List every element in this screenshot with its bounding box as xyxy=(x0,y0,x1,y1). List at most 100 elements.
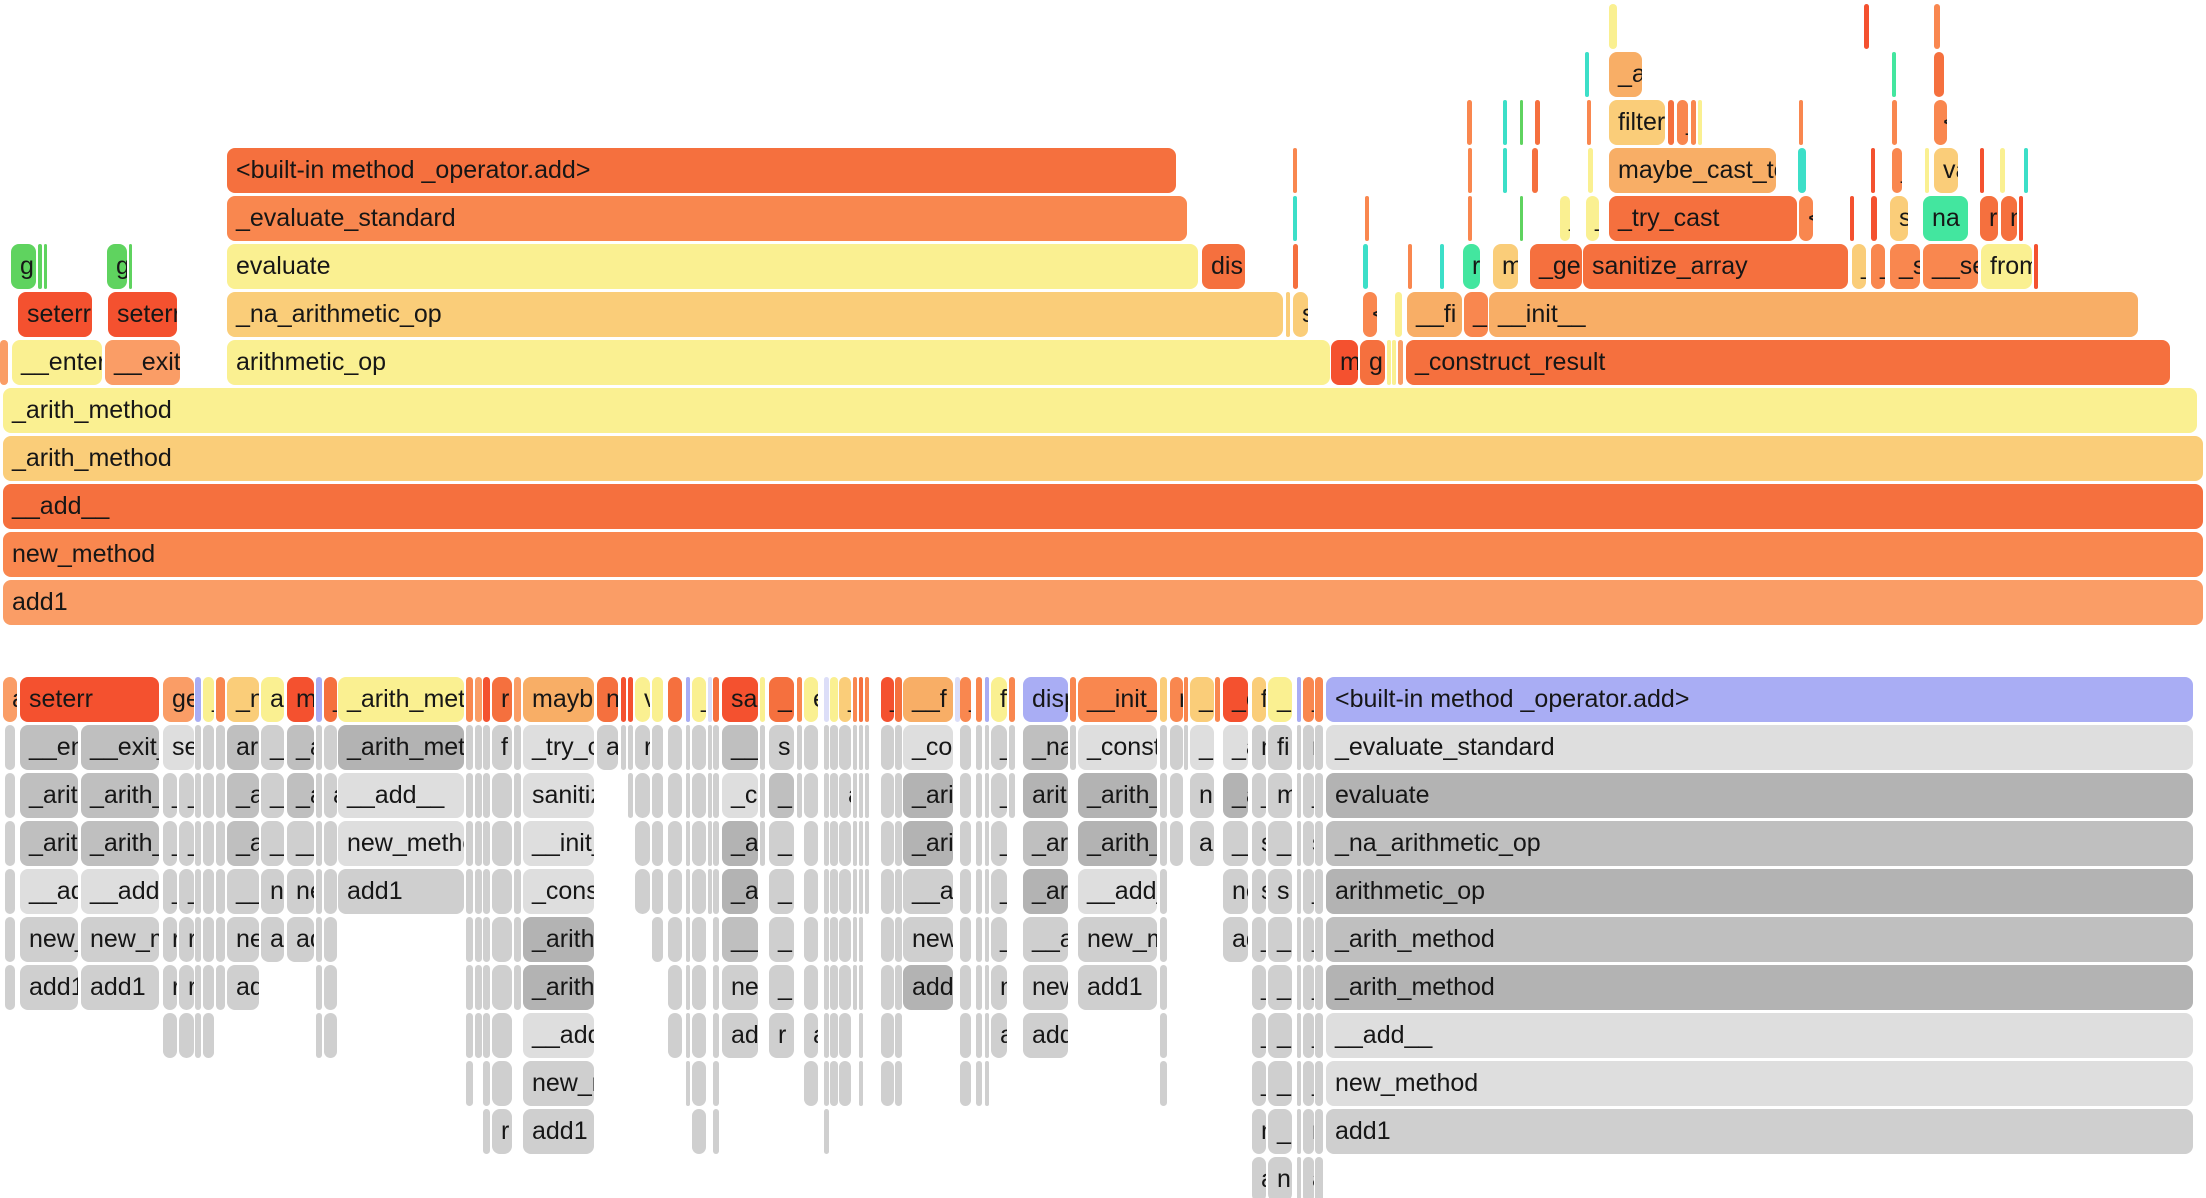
frame-sliver[interactable] xyxy=(960,821,971,866)
frame-disp[interactable]: disp xyxy=(1023,677,1068,722)
frame-sliver[interactable] xyxy=(824,1109,829,1154)
frame-sliver[interactable] xyxy=(203,917,214,962)
frame-sliver[interactable]: _ xyxy=(991,917,1007,962)
frame-sliver[interactable] xyxy=(652,773,663,818)
frame-sliver[interactable] xyxy=(985,869,989,914)
frame-sliver[interactable] xyxy=(203,821,214,866)
frame-add[interactable]: __add__ xyxy=(20,869,78,914)
frame-r[interactable]: r xyxy=(1463,244,1480,289)
frame-maybe-cast-to[interactable]: maybe_cast_to xyxy=(1609,148,1776,193)
frame-sliver[interactable] xyxy=(824,1013,829,1058)
frame-sliver[interactable] xyxy=(881,821,894,866)
frame-sliver[interactable] xyxy=(195,965,201,1010)
frame-sliver[interactable] xyxy=(804,821,818,866)
frame-sliver[interactable] xyxy=(216,869,225,914)
frame-sliver[interactable]: _ xyxy=(179,821,194,866)
frame-sliver[interactable]: _ xyxy=(839,677,851,722)
frame-na-arithmetic-op[interactable]: _na_arithmetic_op xyxy=(1326,821,2193,866)
frame-arith-method[interactable]: _arith_method xyxy=(20,773,78,818)
frame-sliver[interactable] xyxy=(514,773,521,818)
frame-add1[interactable]: add1 xyxy=(81,965,159,1010)
frame-a[interactable]: a xyxy=(3,677,17,722)
frame-arith-method[interactable]: _arith_method xyxy=(722,869,758,914)
frame-sliver[interactable] xyxy=(859,917,863,962)
frame-construct-result[interactable]: _construct_result xyxy=(722,773,758,818)
frame-sliver[interactable] xyxy=(0,340,8,385)
frame-sliver[interactable] xyxy=(692,821,706,866)
frame-seterr[interactable]: seterr xyxy=(18,292,92,337)
frame-sliver[interactable] xyxy=(1799,100,1803,145)
frame-add[interactable]: __add__ xyxy=(523,1013,594,1058)
frame-new-method[interactable]: new_method xyxy=(1223,869,1248,914)
frame-sliver[interactable] xyxy=(686,1061,690,1106)
frame-sliver[interactable] xyxy=(960,917,971,962)
frame-sliver[interactable]: _ xyxy=(1190,725,1214,770)
frame-g[interactable]: g xyxy=(107,244,127,289)
frame-sliver[interactable] xyxy=(483,965,490,1010)
frame-sliver[interactable]: < xyxy=(1934,100,1947,145)
frame-arith-method[interactable]: _arith_method xyxy=(903,773,953,818)
frame-construct-result[interactable]: _construct_result xyxy=(903,725,953,770)
frame-sliver[interactable] xyxy=(797,677,802,722)
frame-sliver[interactable] xyxy=(475,965,482,1010)
frame-sliver[interactable]: _ xyxy=(1303,773,1314,818)
frame-sliver[interactable] xyxy=(203,965,214,1010)
frame-sliver[interactable] xyxy=(635,869,650,914)
frame-arith-method[interactable]: _arith_method xyxy=(523,917,594,962)
frame-r[interactable]: r xyxy=(1980,196,1998,241)
frame-sliver[interactable] xyxy=(492,773,512,818)
frame-add[interactable]: __add__ xyxy=(1326,1013,2193,1058)
frame-new-method[interactable]: new_method xyxy=(1023,965,1068,1010)
frame-s[interactable]: s xyxy=(1252,869,1266,914)
frame-sliver[interactable] xyxy=(324,725,337,770)
frame-exit[interactable]: __exit__ xyxy=(81,725,159,770)
frame-init[interactable]: __init__ xyxy=(722,725,758,770)
frame-sliver[interactable] xyxy=(1668,100,1674,145)
frame-arith-method[interactable]: _arith_method xyxy=(523,965,594,1010)
frame-sliver[interactable] xyxy=(713,773,719,818)
frame-sliver[interactable] xyxy=(1297,725,1301,770)
frame-sliver[interactable] xyxy=(713,965,719,1010)
frame-r[interactable]: r xyxy=(163,965,177,1010)
frame-r[interactable]: r xyxy=(492,677,512,722)
frame-sliver[interactable] xyxy=(960,1061,971,1106)
frame-sliver[interactable] xyxy=(1297,1109,1301,1154)
frame-fi[interactable]: __fi xyxy=(1407,292,1462,337)
frame-sliver[interactable] xyxy=(1980,148,1984,193)
frame-g[interactable]: g xyxy=(1360,340,1385,385)
frame-sliver[interactable] xyxy=(686,965,690,1010)
frame-sliver[interactable] xyxy=(713,1109,719,1154)
frame-sliver[interactable] xyxy=(5,821,15,866)
frame-sliver[interactable] xyxy=(804,917,818,962)
frame-arith-method[interactable]: _arith_method xyxy=(903,821,953,866)
frame-sliver[interactable] xyxy=(475,869,482,914)
frame-se[interactable]: __se xyxy=(1923,244,1978,289)
frame-n[interactable]: n xyxy=(1190,773,1214,818)
frame-sliver[interactable]: _ xyxy=(1303,1013,1314,1058)
frame-sliver[interactable] xyxy=(985,1061,989,1106)
frame-sliver[interactable] xyxy=(708,725,712,770)
frame-sliver[interactable] xyxy=(985,1013,989,1058)
frame-sliver[interactable]: _ xyxy=(1252,965,1266,1010)
frame-sliver[interactable] xyxy=(1520,196,1523,241)
frame-sliver[interactable] xyxy=(1315,725,1323,770)
frame-new-method[interactable]: new_method xyxy=(287,869,314,914)
frame-sliver[interactable] xyxy=(628,725,633,770)
frame-construct-result[interactable]: _construct_result xyxy=(523,869,594,914)
frame-sliver[interactable] xyxy=(195,869,201,914)
frame-sliver[interactable]: _ xyxy=(1852,244,1866,289)
frame-r[interactable]: r xyxy=(769,1013,794,1058)
frame-r[interactable]: r xyxy=(1303,1109,1314,1154)
frame-sliver[interactable] xyxy=(652,869,663,914)
frame-sliver[interactable] xyxy=(853,965,857,1010)
frame-sliver[interactable] xyxy=(1009,725,1015,770)
frame-sliver[interactable] xyxy=(686,917,690,962)
frame-sliver[interactable] xyxy=(475,917,482,962)
frame-sliver[interactable]: _ xyxy=(1586,196,1599,241)
frame-sliver[interactable] xyxy=(830,917,838,962)
frame-sliver[interactable] xyxy=(1297,773,1301,818)
frame-sliver[interactable] xyxy=(713,677,719,722)
frame-sliver[interactable] xyxy=(1395,292,1402,337)
frame-sliver[interactable] xyxy=(216,917,225,962)
frame-sliver[interactable] xyxy=(1160,821,1167,866)
